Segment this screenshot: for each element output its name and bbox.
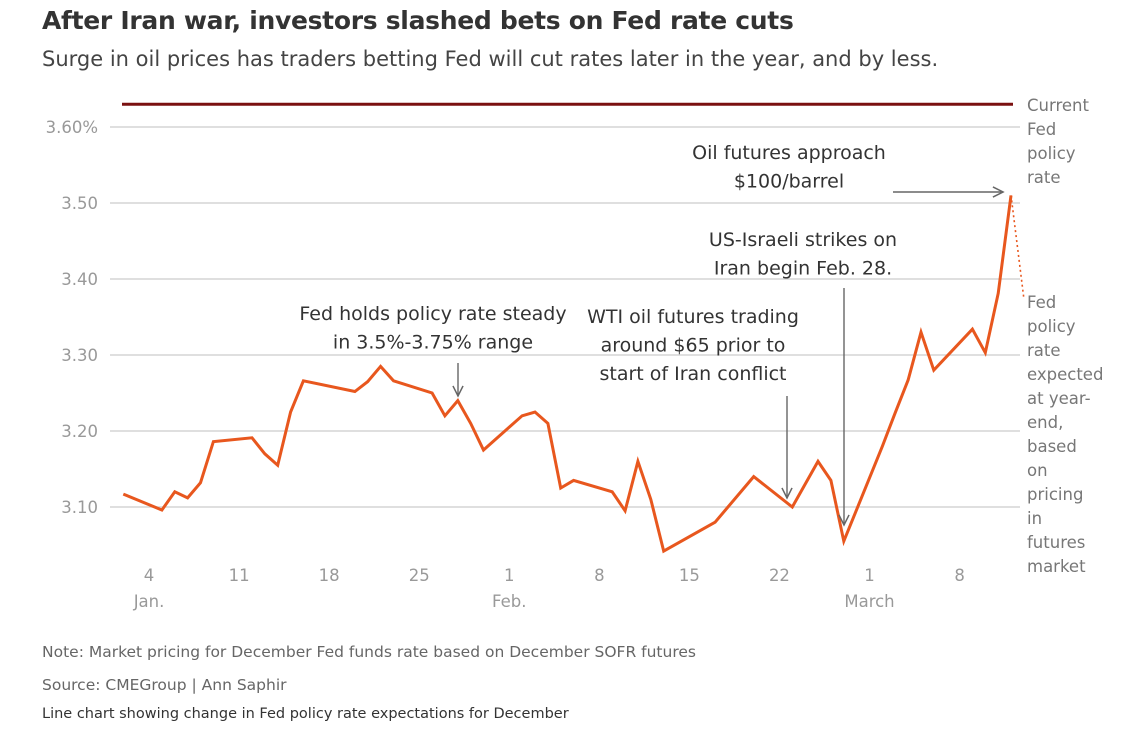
y-tick-label: 3.40 [61, 270, 98, 289]
current-rate-label: rate [1027, 168, 1061, 187]
annotation-text: Oil futures approach [692, 142, 886, 164]
x-tick-label: 15 [679, 566, 700, 585]
projection-label: in [1027, 509, 1042, 528]
footer-source: Source: CMEGroup | Ann Saphir [42, 676, 287, 694]
footer-description: Line chart showing change in Fed policy … [42, 706, 569, 722]
x-tick-label: 22 [769, 566, 790, 585]
annotation-text: Iran begin Feb. 28. [714, 258, 892, 280]
x-tick-label: 25 [409, 566, 430, 585]
projection-line [1010, 195, 1025, 299]
projection-label: expected [1027, 365, 1103, 384]
footer-note: Note: Market pricing for December Fed fu… [42, 643, 696, 661]
annotation-text: Fed holds policy rate steady [299, 303, 566, 325]
current-rate-label: Current [1027, 96, 1090, 115]
projection-label: end, [1027, 413, 1063, 432]
projection-label: rate [1027, 341, 1061, 360]
projection-label: based [1027, 437, 1077, 456]
annotation-text: US-Israeli strikes on [709, 229, 897, 251]
projection-label: Fed [1027, 293, 1056, 312]
chart-subtitle: Surge in oil prices has traders betting … [42, 47, 939, 71]
chart-title: After Iran war, investors slashed bets o… [42, 6, 794, 35]
x-month-label: March [844, 592, 894, 611]
annotation-text: $100/barrel [734, 171, 844, 193]
y-tick-label: 3.60% [46, 118, 98, 137]
x-month-label: Jan. [133, 592, 165, 611]
projection-label: policy [1027, 317, 1076, 336]
x-tick-label: 11 [229, 566, 250, 585]
projection-label: on [1027, 461, 1048, 480]
x-tick-label: 4 [144, 566, 155, 585]
x-tick-label: 18 [319, 566, 340, 585]
x-tick-label: 1 [864, 566, 875, 585]
annotation-text: in 3.5%-3.75% range [333, 332, 533, 354]
current-rate-label: policy [1027, 144, 1076, 163]
projection-label: futures [1027, 533, 1085, 552]
x-tick-label: 1 [504, 566, 515, 585]
annotation-text: WTI oil futures trading [587, 306, 799, 328]
y-tick-label: 3.20 [61, 422, 98, 441]
projection-label: pricing [1027, 485, 1083, 504]
x-tick-label: 8 [954, 566, 965, 585]
y-tick-label: 3.30 [61, 346, 98, 365]
x-tick-label: 8 [594, 566, 605, 585]
y-tick-label: 3.50 [61, 194, 98, 213]
y-tick-label: 3.10 [61, 498, 98, 517]
projection-label: at year- [1027, 389, 1091, 408]
annotation-text: start of Iran conflict [599, 363, 786, 385]
annotation-text: around $65 prior to [601, 335, 786, 357]
projection-label: market [1027, 557, 1086, 576]
x-month-label: Feb. [492, 592, 526, 611]
current-rate-label: Fed [1027, 120, 1056, 139]
series-line [122, 195, 1013, 554]
